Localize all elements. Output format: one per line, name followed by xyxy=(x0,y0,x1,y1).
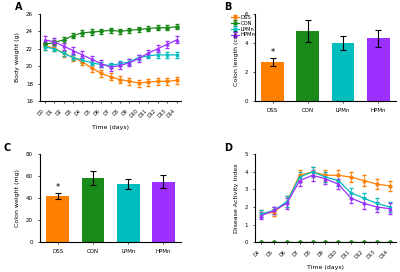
Bar xyxy=(46,196,69,242)
Bar xyxy=(152,182,175,242)
Y-axis label: Disease Activity Index: Disease Activity Index xyxy=(234,163,239,233)
Text: B: B xyxy=(224,2,231,12)
Bar xyxy=(367,39,390,101)
Bar xyxy=(296,31,319,101)
Text: C: C xyxy=(3,143,10,153)
Bar xyxy=(332,43,354,101)
Text: A: A xyxy=(14,2,22,12)
Y-axis label: Colon length (cm): Colon length (cm) xyxy=(234,29,239,86)
Text: D: D xyxy=(224,143,232,153)
Y-axis label: Body weight (g): Body weight (g) xyxy=(16,33,20,82)
X-axis label: Time (days): Time (days) xyxy=(92,125,129,129)
Text: *: * xyxy=(56,183,60,192)
Legend: DSS, CON, LPMn, HPMn: DSS, CON, LPMn, HPMn xyxy=(231,14,256,38)
Y-axis label: Colon weight (mg): Colon weight (mg) xyxy=(16,169,20,227)
X-axis label: Time (days): Time (days) xyxy=(307,265,344,270)
Bar xyxy=(82,178,104,242)
Bar xyxy=(261,62,284,101)
Bar xyxy=(117,184,140,242)
Text: *: * xyxy=(270,48,275,57)
